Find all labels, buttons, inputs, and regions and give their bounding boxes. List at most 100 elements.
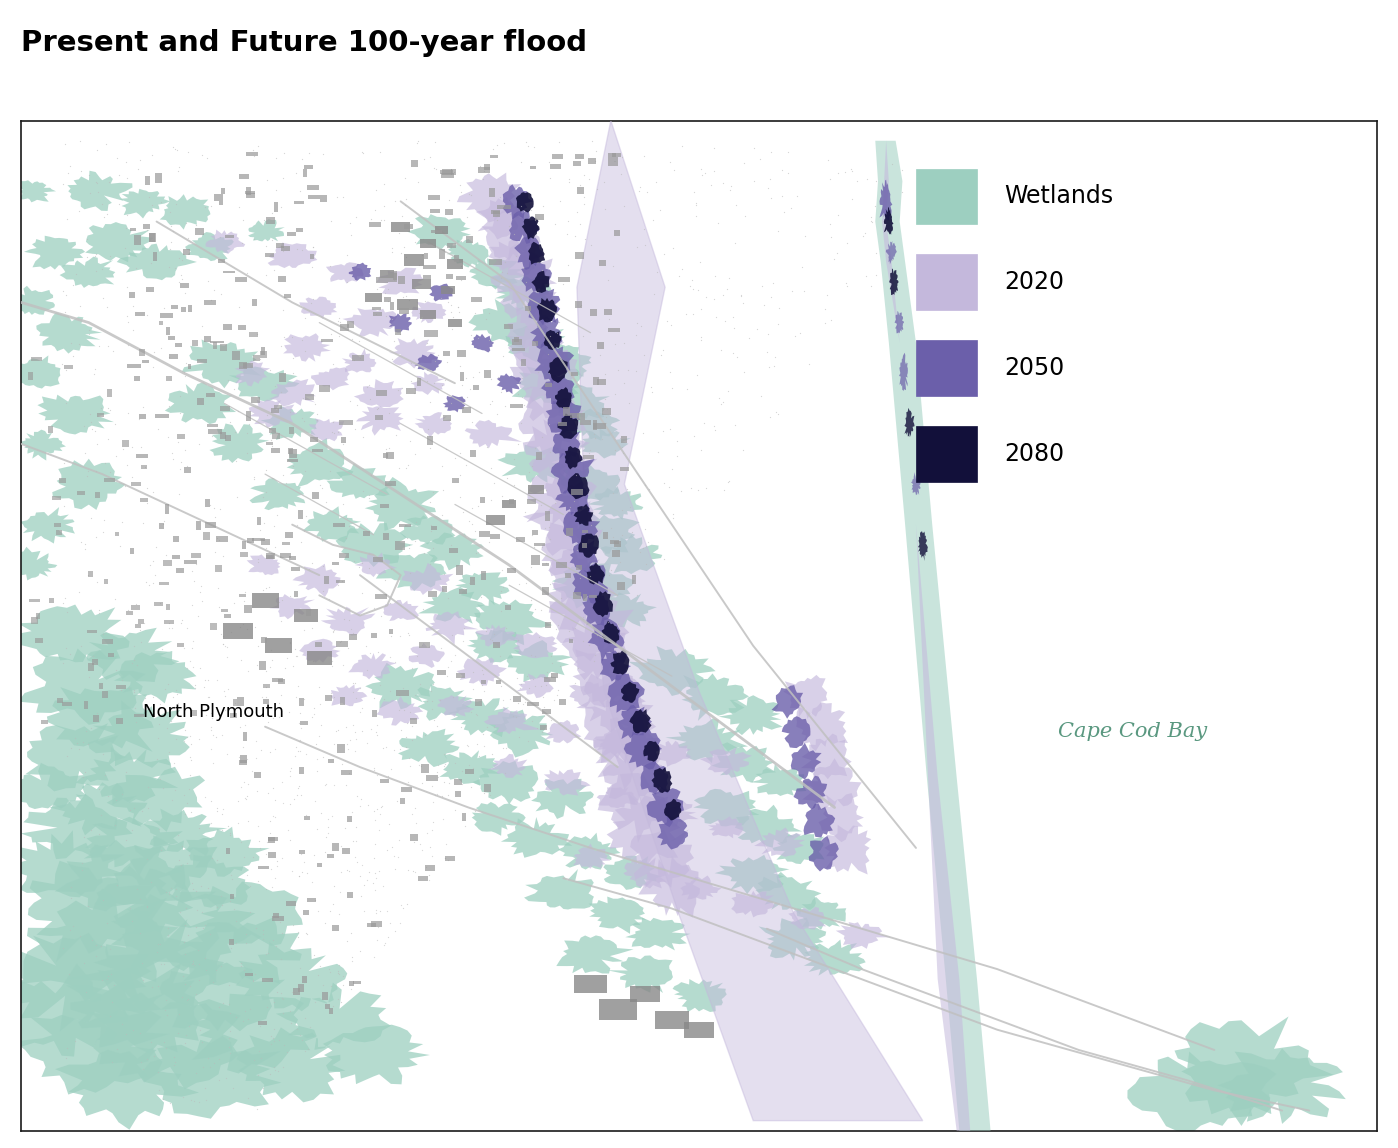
Point bbox=[369, 805, 391, 823]
Polygon shape bbox=[570, 512, 639, 553]
Bar bbox=[340, 324, 348, 331]
Point bbox=[239, 902, 261, 921]
Bar bbox=[130, 482, 141, 486]
Point bbox=[330, 837, 352, 855]
Polygon shape bbox=[320, 606, 376, 636]
Bar bbox=[305, 394, 315, 401]
Point bbox=[822, 250, 844, 269]
Point bbox=[380, 838, 403, 856]
Polygon shape bbox=[905, 408, 914, 437]
Polygon shape bbox=[419, 533, 484, 571]
Point bbox=[450, 682, 473, 700]
Point bbox=[425, 718, 447, 736]
Bar bbox=[136, 453, 148, 458]
Point bbox=[523, 537, 545, 556]
Point bbox=[138, 556, 161, 574]
Point bbox=[459, 512, 481, 530]
Point bbox=[295, 924, 317, 943]
Bar bbox=[52, 496, 60, 499]
Point bbox=[351, 856, 373, 875]
Polygon shape bbox=[597, 788, 639, 808]
Point bbox=[271, 773, 294, 791]
Bar bbox=[239, 760, 246, 765]
Point bbox=[513, 396, 535, 414]
Point bbox=[377, 404, 400, 422]
Point bbox=[719, 180, 741, 199]
Point bbox=[284, 647, 306, 666]
Point bbox=[91, 195, 113, 214]
Point bbox=[120, 468, 143, 487]
Point bbox=[580, 515, 603, 534]
Polygon shape bbox=[589, 897, 646, 933]
Bar bbox=[268, 837, 278, 841]
Polygon shape bbox=[119, 836, 218, 895]
Polygon shape bbox=[0, 933, 151, 1032]
Point bbox=[396, 287, 418, 305]
Point bbox=[302, 238, 324, 256]
Bar bbox=[604, 309, 612, 315]
Point bbox=[422, 540, 445, 558]
Point bbox=[201, 708, 224, 727]
Point bbox=[287, 742, 309, 760]
Point bbox=[288, 714, 310, 732]
Point bbox=[393, 196, 415, 215]
Bar bbox=[196, 521, 201, 530]
Point bbox=[289, 786, 312, 805]
Point bbox=[432, 481, 454, 499]
Bar bbox=[471, 297, 482, 302]
Point bbox=[196, 149, 218, 168]
Point bbox=[108, 166, 130, 185]
Point bbox=[473, 724, 495, 743]
Point bbox=[411, 246, 433, 264]
Bar bbox=[131, 605, 140, 610]
Polygon shape bbox=[60, 257, 115, 288]
Point bbox=[206, 851, 228, 869]
Polygon shape bbox=[49, 782, 148, 836]
Point bbox=[373, 284, 396, 302]
Point bbox=[474, 309, 496, 327]
Point bbox=[154, 680, 176, 698]
Point bbox=[169, 856, 192, 875]
Bar bbox=[396, 542, 404, 550]
Point bbox=[219, 1003, 242, 1022]
Point bbox=[257, 579, 280, 597]
Point bbox=[179, 728, 201, 746]
Point bbox=[260, 1026, 282, 1045]
Bar bbox=[116, 719, 123, 723]
Bar bbox=[425, 329, 438, 336]
Point bbox=[291, 389, 313, 408]
Point bbox=[143, 1047, 165, 1065]
Point bbox=[271, 466, 294, 484]
Point bbox=[182, 631, 204, 650]
Point bbox=[312, 976, 334, 994]
Point bbox=[74, 535, 96, 553]
Point bbox=[649, 346, 671, 364]
Point bbox=[512, 388, 534, 406]
Point bbox=[95, 914, 117, 932]
Point bbox=[403, 832, 425, 851]
Bar bbox=[289, 427, 295, 434]
Point bbox=[306, 405, 329, 424]
Point bbox=[330, 862, 352, 881]
Polygon shape bbox=[608, 674, 644, 713]
Point bbox=[582, 132, 604, 150]
Bar bbox=[159, 582, 169, 584]
Point bbox=[660, 316, 682, 334]
Point bbox=[475, 718, 498, 736]
Point bbox=[274, 474, 296, 492]
Point bbox=[91, 400, 113, 418]
Point bbox=[597, 271, 619, 289]
Point bbox=[369, 142, 391, 161]
Polygon shape bbox=[488, 709, 554, 758]
Point bbox=[168, 851, 190, 869]
Point bbox=[861, 212, 884, 231]
Point bbox=[487, 367, 509, 386]
Point bbox=[520, 201, 542, 219]
Point bbox=[308, 677, 330, 696]
Point bbox=[816, 152, 839, 170]
Point bbox=[671, 259, 693, 278]
Point bbox=[185, 882, 207, 900]
Point bbox=[183, 956, 206, 975]
Point bbox=[418, 871, 440, 890]
Point bbox=[389, 325, 411, 343]
